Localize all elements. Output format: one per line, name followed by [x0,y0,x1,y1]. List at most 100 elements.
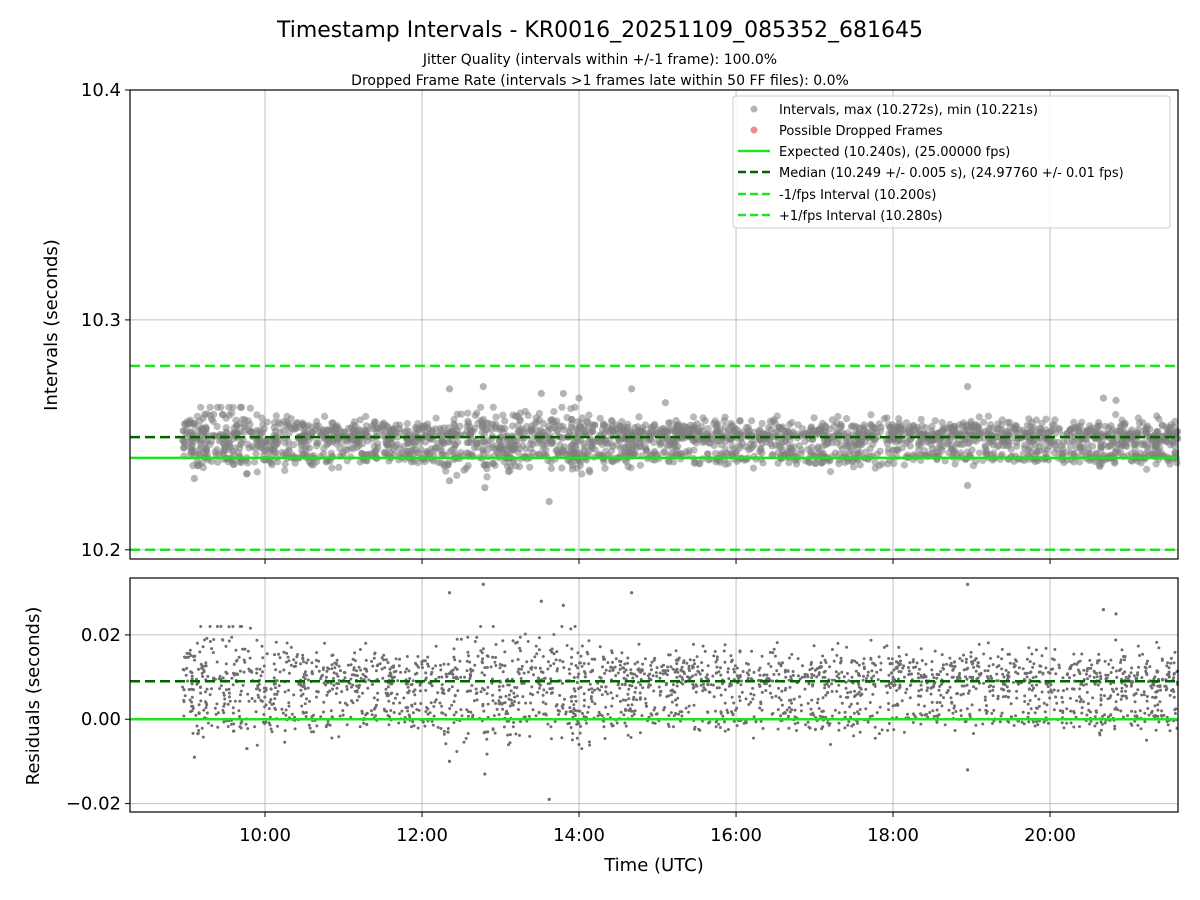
residual-point [826,721,830,725]
interval-point [507,443,515,451]
residual-point [846,723,850,727]
residual-point [1100,687,1103,691]
interval-point [682,448,690,456]
residual-point [978,708,982,712]
residual-point [962,684,966,688]
residual-point [466,732,470,735]
residual-point [1167,670,1171,674]
interval-point [627,449,635,458]
residual-point [630,703,634,707]
residual-point [665,673,669,677]
residual-point [940,653,944,657]
residual-point [773,654,777,658]
residual-point [811,684,814,688]
residual-point [919,694,923,698]
interval-point [364,437,372,445]
residual-point [965,707,969,711]
residual-point [672,725,675,729]
interval-point [1070,437,1078,446]
residual-point [691,664,695,668]
residual-point [1133,700,1137,704]
residual-point [200,726,204,730]
residual-point [380,656,384,660]
residual-point [1080,711,1084,715]
interval-point [969,462,978,470]
residual-point [1129,671,1133,675]
residual-point [189,654,193,657]
residual-point [224,688,228,692]
residual-point [442,662,446,666]
residual-point [495,707,499,711]
residual-point [315,695,318,699]
residual-point [981,722,985,726]
interval-point [1134,414,1142,422]
interval-point [567,405,575,413]
residual-point [799,709,803,713]
residual-point [213,706,217,710]
residual-point [947,708,951,712]
top-scatter-points [179,382,1182,506]
residual-point [1006,652,1010,656]
residual-point [732,701,736,705]
residual-point [714,725,718,729]
residual-point [500,702,504,706]
residual-point [869,638,873,642]
interval-point [403,420,411,428]
residual-point [367,678,371,682]
residual-point [314,665,318,669]
residual-point [821,696,825,700]
residual-point [529,701,533,705]
interval-point [928,422,936,430]
residual-point [386,714,390,717]
residual-point [723,729,727,733]
residual-point [891,704,895,708]
residual-point [1057,666,1061,670]
residual-point [974,723,978,727]
interval-point [980,418,988,426]
residual-point [1082,683,1086,687]
residual-point [1082,668,1086,672]
residual-point [1099,698,1103,702]
residual-point [262,713,266,716]
residual-point [669,665,673,669]
interval-point [802,457,810,465]
residual-point [771,679,775,683]
residual-point [827,723,831,727]
legend-label-expected: Expected (10.240s), (25.00000 fps) [779,145,1010,160]
interval-point [965,438,974,446]
residual-point [572,687,576,691]
interval-point [257,444,265,452]
residual-point [933,649,937,653]
residual-point [410,703,414,707]
residual-point [1114,706,1118,710]
residual-point [775,669,779,673]
residual-point [277,652,281,656]
residual-point [352,666,356,670]
residual-point [537,636,541,640]
residual-point [842,675,846,679]
residual-point [323,641,327,645]
residual-point [308,726,312,730]
residual-point [353,659,357,663]
residual-point [269,698,273,701]
interval-point [537,428,546,436]
residual-point [345,687,349,691]
interval-point [893,426,901,434]
residual-point [242,670,246,674]
residual-point [1058,709,1062,713]
residual-point [1162,713,1166,717]
residual-point [239,693,242,697]
residual-point [963,675,967,679]
residual-point [398,701,402,705]
interval-point [236,458,244,466]
residual-point [856,710,859,714]
residual-point [304,715,308,718]
residual-point [644,704,648,708]
residual-point [1125,684,1129,688]
residual-point [287,688,291,692]
residual-point [894,703,897,707]
residual-point [316,690,320,694]
residual-point [1146,659,1149,663]
residual-point [915,661,919,665]
residual-point [545,691,549,694]
